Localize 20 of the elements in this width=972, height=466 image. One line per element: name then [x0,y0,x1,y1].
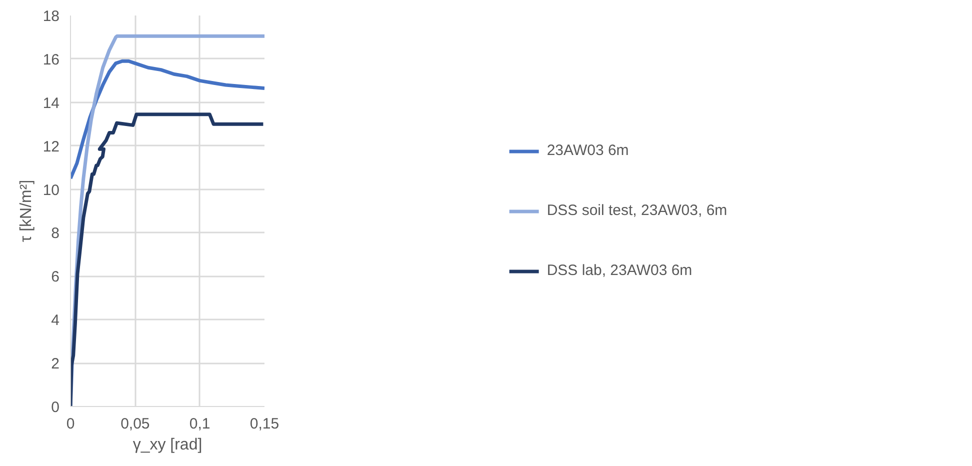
y-tick-label: 4 [51,312,60,330]
y-tick-label: 16 [42,51,60,68]
x-axis-title: γ_xy [rad] [132,436,202,454]
x-tick-label: 0,05 [120,416,150,432]
y-tick-label: 18 [42,8,60,25]
x-tick-label: 0,1 [189,416,210,432]
y-tick-label: 0 [51,399,60,416]
legend-label: DSS lab, 23AW03 6m [546,262,692,279]
y-axis-title: τ [kN/m²] [18,180,35,242]
legend-label: 23AW03 6m [546,142,629,159]
y-tick-label: 12 [42,138,60,156]
legend-label: DSS soil test, 23AW03, 6m [546,202,728,219]
y-tick-label: 2 [51,356,60,373]
x-tick-label: 0,15 [250,416,280,432]
y-tick-label: 10 [42,182,60,199]
y-tick-label: 14 [42,94,60,112]
y-tick-label: 6 [51,268,60,286]
x-tick-label: 0 [66,416,75,432]
y-tick-label: 8 [51,225,60,242]
line-series [70,59,264,180]
